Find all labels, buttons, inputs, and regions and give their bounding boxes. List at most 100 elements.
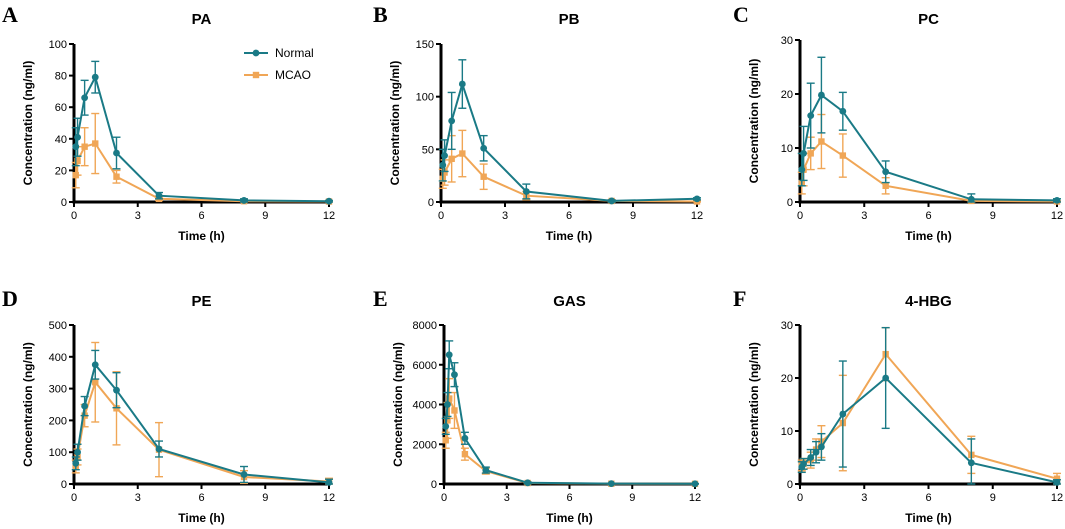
x-tick-label: 12 [689, 492, 701, 504]
y-tick-label: 0 [787, 197, 793, 209]
series-line [74, 362, 330, 484]
y-tick-label: 20 [781, 373, 793, 385]
data-point [693, 195, 701, 203]
data-point [522, 188, 530, 195]
data-point [448, 155, 455, 163]
x-tick-label: 9 [990, 492, 996, 504]
panel-letter: B [373, 2, 388, 27]
legend: Normal MCAO [244, 46, 314, 82]
data-point [81, 94, 89, 102]
data-point [480, 173, 487, 180]
data-point [92, 379, 99, 386]
y-tick-label: 0 [61, 197, 67, 209]
data-point [800, 460, 807, 468]
data-point [445, 351, 453, 359]
data-point [92, 140, 99, 147]
data-point [240, 471, 248, 478]
y-tick-label: 10 [781, 426, 793, 438]
data-point [91, 361, 99, 369]
x-tick-label: 9 [262, 210, 268, 222]
data-point [818, 443, 825, 451]
x-tick-label: 12 [691, 210, 703, 222]
panel-letter: E [373, 286, 388, 311]
x-tick-label: 0 [441, 492, 447, 504]
data-point [807, 150, 814, 157]
y-tick-label: 10 [781, 143, 793, 155]
x-axis-label: Time (h) [546, 511, 592, 525]
series-mcao [797, 326, 1061, 485]
data-point [882, 182, 889, 189]
data-point [459, 150, 466, 157]
x-tick-label: 3 [135, 210, 141, 222]
data-point [441, 152, 448, 160]
series-line [800, 93, 1058, 202]
x-tick-label: 9 [990, 210, 996, 222]
y-axis-label: Concentration (ng/ml) [21, 61, 35, 186]
y-tick-label: 2000 [413, 439, 437, 451]
data-point [461, 434, 469, 442]
panel-B: B PB 0 50 100 150 0 3 6 9 12 Time (h) Concentration … [373, 2, 703, 243]
panel-F: F 4-HBG 0 10 20 30 0 3 6 9 12 Time (h) Concentration… [733, 286, 1063, 525]
x-tick-label: 12 [323, 492, 335, 504]
data-point [818, 138, 825, 145]
x-axis-label: Time (h) [905, 229, 951, 243]
x-tick-label: 3 [861, 210, 867, 222]
y-tick-label: 400 [49, 352, 67, 364]
data-point [442, 422, 450, 430]
chart-title: 4-HBG [905, 293, 952, 310]
series-normal [71, 60, 333, 205]
data-point [113, 149, 120, 157]
panel-letter: F [733, 286, 746, 311]
legend-label-mcao: MCAO [275, 68, 311, 82]
y-axis-label: Concentration (ng/ml) [21, 342, 35, 467]
series-line [444, 354, 696, 485]
y-axis-label: Concentration (ng/ml) [747, 59, 761, 184]
series-normal [441, 340, 699, 488]
y-tick-label: 50 [422, 144, 434, 156]
data-point [800, 150, 807, 157]
data-point [807, 454, 815, 461]
x-tick-label: 9 [262, 492, 268, 504]
series-mcao [797, 113, 1061, 205]
x-axis-label: Time (h) [546, 229, 592, 243]
data-point [461, 450, 469, 458]
data-point [451, 371, 458, 379]
y-tick-label: 4000 [413, 400, 437, 412]
data-point [807, 112, 815, 119]
x-tick-label: 0 [71, 492, 77, 504]
legend-marker-normal [252, 49, 260, 57]
x-tick-label: 6 [925, 492, 931, 504]
chart-title: PC [918, 11, 939, 28]
data-point [1053, 479, 1061, 486]
x-tick-label: 12 [1051, 492, 1063, 504]
data-point [839, 107, 847, 115]
data-point [967, 195, 975, 203]
data-point [967, 459, 975, 467]
y-tick-label: 200 [49, 415, 67, 427]
data-point [444, 401, 451, 408]
data-point [81, 143, 88, 150]
y-tick-label: 0 [431, 479, 437, 491]
y-tick-label: 40 [55, 134, 67, 146]
x-tick-label: 6 [925, 210, 931, 222]
y-tick-label: 150 [416, 39, 434, 51]
panel-A: A PA 0 20 40 60 80 100 0 3 6 9 12 Time (h) Concentrati… [2, 2, 335, 243]
panel-letter: C [733, 2, 749, 27]
panel-E: E GAS 0 2000 4000 6000 8000 0 3 6 9 12 Time (h) Conce… [373, 286, 701, 525]
data-point [839, 152, 847, 159]
x-tick-label: 3 [502, 210, 508, 222]
y-tick-label: 8000 [413, 320, 437, 332]
x-tick-label: 3 [504, 492, 510, 504]
data-point [439, 161, 447, 169]
y-axis-label: Concentration (ng/ml) [747, 342, 761, 467]
panel-C: C PC 0 10 20 30 0 3 6 9 12 Time (h) Concentration (n… [733, 2, 1063, 243]
x-axis-label: Time (h) [178, 511, 224, 525]
data-point [480, 144, 488, 152]
legend-marker-mcao [252, 71, 260, 79]
x-axis-label: Time (h) [178, 229, 224, 243]
series-normal [438, 59, 701, 205]
data-point [325, 479, 333, 486]
y-tick-label: 6000 [413, 360, 437, 372]
data-point [72, 459, 80, 467]
series-mcao [438, 129, 701, 205]
